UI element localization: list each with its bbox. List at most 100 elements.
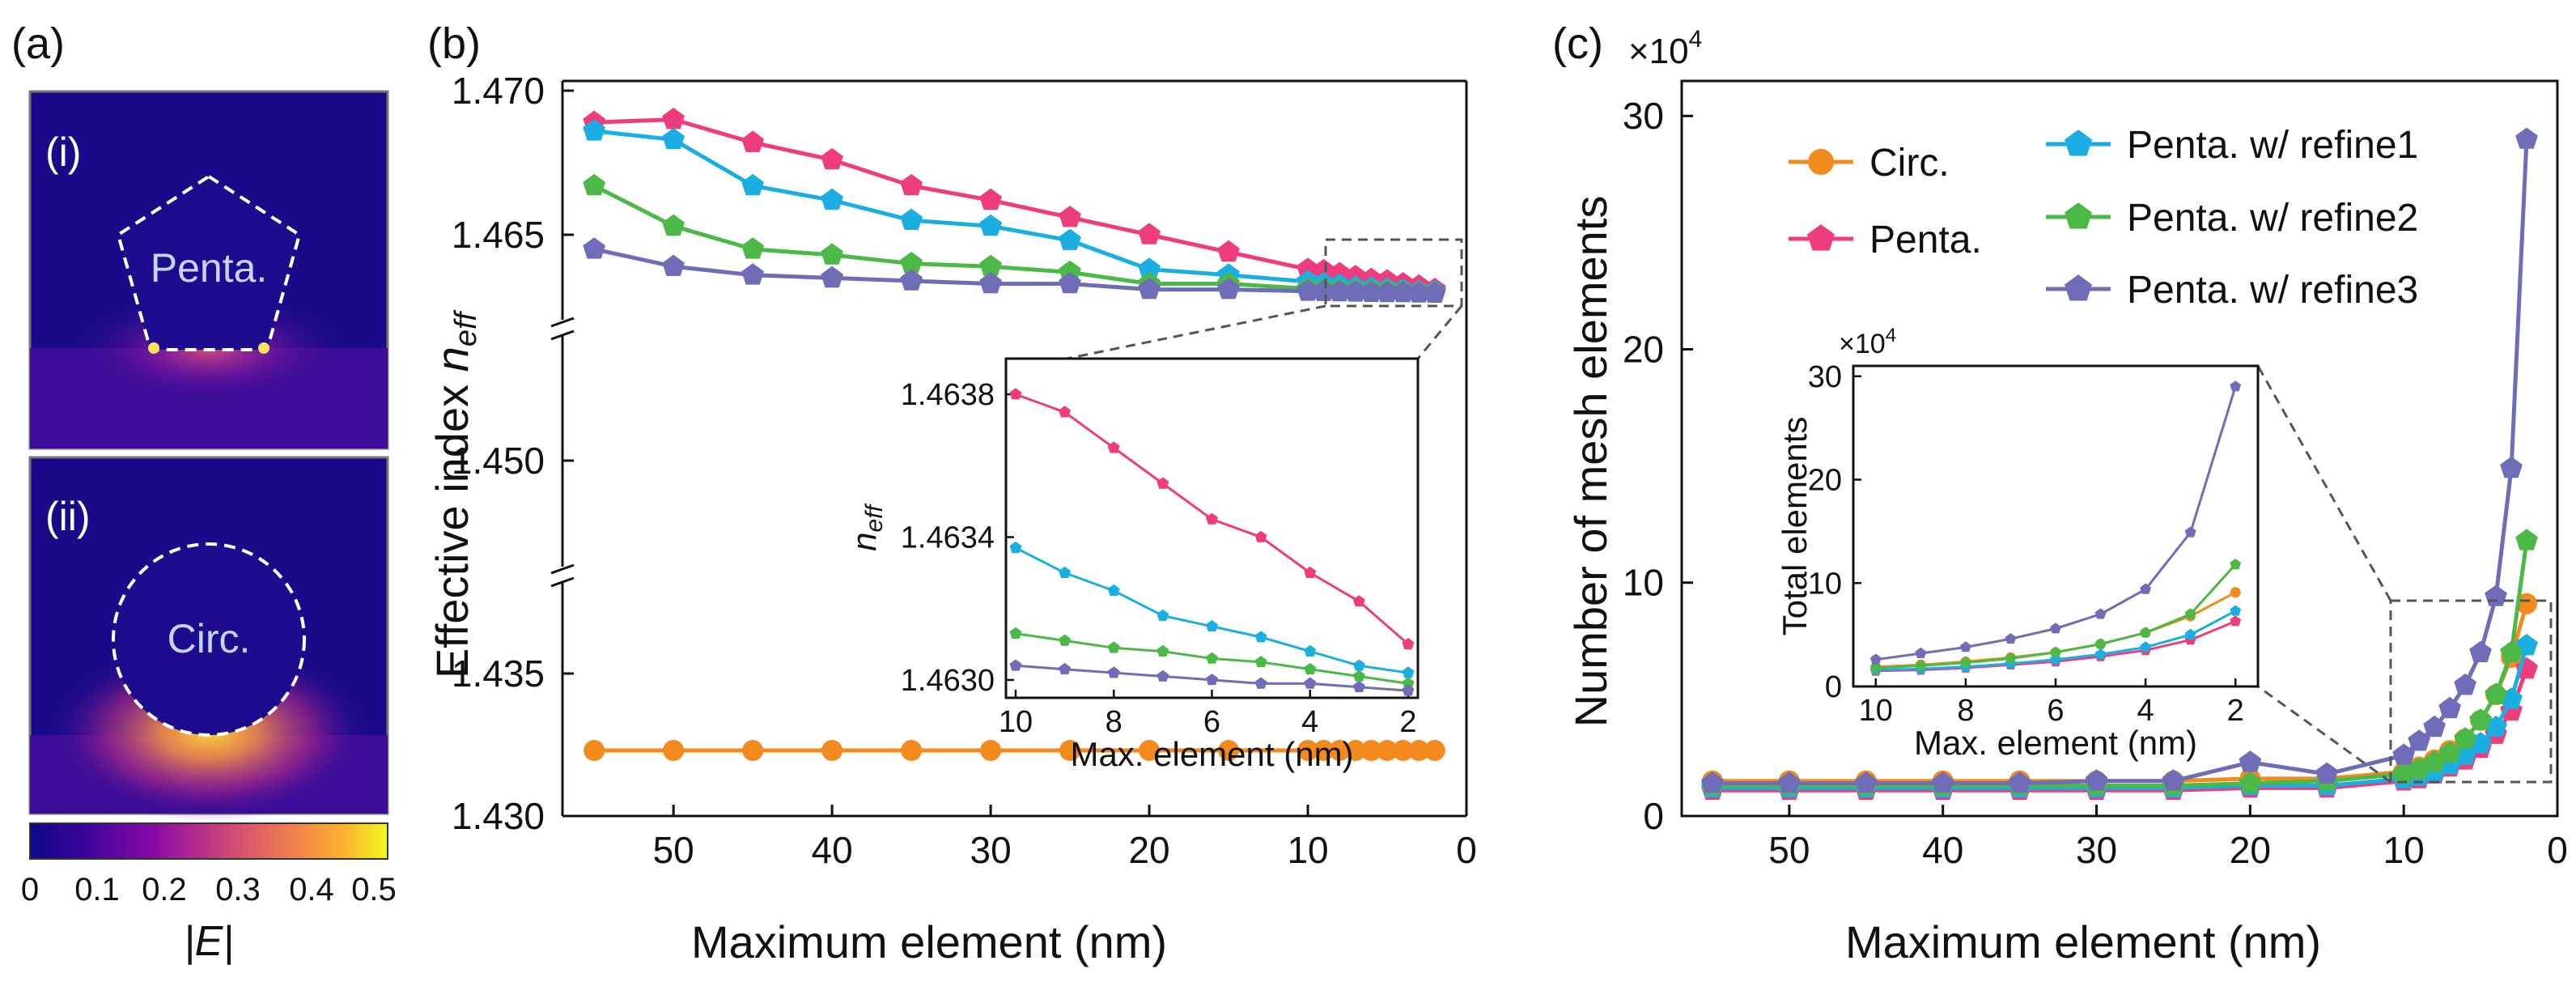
- inset-y-tick-label: 0: [1825, 670, 1842, 704]
- y-tick-label: 1.430: [452, 795, 545, 837]
- inset-data-point-refine2: [1009, 627, 1022, 639]
- panel-b-axes: 50 40 30 20 10 0 1.470 1.465 1.450 1.435 1.430: [452, 70, 1477, 871]
- data-point-refine3: [1138, 278, 1161, 300]
- inset-data-point-refine3: [2050, 623, 2061, 634]
- field-map-pentagon: Penta. (i): [28, 90, 389, 450]
- data-point-refine2: [979, 254, 1002, 276]
- inset-data-point-refine3: [1107, 666, 1120, 678]
- panel-a: (a) Penta. (i) Circ. (ii) 0 0.1 0.2: [11, 19, 397, 965]
- legend-label-refine3: Penta. w/ refine3: [2127, 269, 2418, 312]
- inset-data-point-refine2: [2050, 646, 2061, 657]
- inset-data-point-refine2: [1156, 644, 1169, 657]
- data-point-circ: [901, 740, 923, 762]
- data-point-refine3: [2239, 750, 2262, 772]
- data-point-refine3: [2438, 696, 2461, 719]
- data-point-refine2: [821, 243, 843, 265]
- y-tick-label: 1.450: [452, 440, 545, 482]
- inset-data-point-refine1: [2094, 648, 2107, 660]
- panel-c-xlabel: Maximum element (nm): [1845, 916, 2321, 967]
- ylabel-main: Effective index: [427, 372, 477, 678]
- inset-data-point-refine1: [2184, 628, 2196, 640]
- inset-data-point-penta: [2230, 615, 2242, 627]
- data-point-penta: [1296, 257, 1319, 279]
- x-tick-label: 40: [812, 829, 853, 871]
- x-tick-label: 30: [2076, 829, 2117, 871]
- inset-data-point-circ: [2230, 587, 2241, 598]
- data-point-refine2: [662, 214, 685, 236]
- inset-data-point-refine3: [2230, 380, 2242, 392]
- ylabel-subscript: eff: [449, 309, 483, 346]
- data-point-circ: [2516, 593, 2538, 614]
- y-tick-label: 1.470: [452, 70, 545, 112]
- data-point-refine3: [1931, 771, 1954, 793]
- data-point-refine1: [979, 214, 1002, 236]
- legend-marker-refine1: [2065, 130, 2092, 156]
- inset-xlabel: Max. element (nm): [1070, 735, 1353, 773]
- data-point-refine3: [2392, 743, 2415, 765]
- plot-frame: [1680, 79, 2559, 818]
- legend-label-penta: Penta.: [1869, 219, 1982, 261]
- data-point-circ: [1344, 740, 1366, 762]
- inset-x-tick-label: 2: [1399, 705, 1416, 739]
- legend-label-refine2: Penta. w/ refine2: [2127, 197, 2418, 240]
- penta-label: Penta.: [151, 245, 268, 291]
- inset-data-point-refine3: [1304, 677, 1317, 689]
- inset-x-tick-label: 4: [2137, 694, 2154, 728]
- inset-x-tick-label: 4: [1301, 705, 1318, 739]
- data-point-penta: [1059, 206, 1081, 227]
- inset-data-point-refine2: [1960, 657, 1971, 668]
- inset-data-point-refine3: [1009, 659, 1022, 671]
- data-point-circ: [1059, 740, 1081, 762]
- panel-c-legend: Circ. Penta. Penta. w/ refine1 Penta. w/ re…: [1789, 124, 2418, 312]
- data-point-refine2: [2438, 741, 2461, 763]
- hotspot: [258, 342, 269, 354]
- data-point-refine3: [1391, 281, 1415, 303]
- data-point-refine3: [1424, 281, 1446, 303]
- y-tick-label: 10: [1623, 562, 1664, 604]
- data-point-refine2: [2239, 771, 2262, 793]
- inset-x-tick-label: 10: [999, 705, 1033, 739]
- data-point-refine2: [2500, 640, 2523, 662]
- data-point-penta: [979, 188, 1002, 210]
- data-point-refine3: [2315, 762, 2339, 784]
- data-point-refine3: [1854, 771, 1878, 793]
- zoom-box: [2389, 599, 2553, 784]
- data-point-penta: [1312, 258, 1335, 281]
- field-map-circle: Circ. (ii): [28, 456, 389, 822]
- y-tick-label: 20: [1623, 328, 1664, 370]
- panel-c-zoom-indicator: [2256, 365, 2553, 784]
- data-point-refine3: [1217, 278, 1240, 300]
- data-point-refine2: [2454, 727, 2476, 749]
- data-point-circ: [1408, 740, 1430, 762]
- data-point-refine3: [2423, 715, 2446, 737]
- y-tick-label: 1.435: [452, 652, 545, 695]
- data-point-refine3: [2485, 584, 2507, 606]
- inset-xlabel: Max. element (nm): [1914, 724, 2197, 762]
- data-point-penta: [900, 173, 923, 196]
- inset-ylabel: Total elements: [1776, 417, 1814, 636]
- data-point-refine3: [1312, 279, 1335, 301]
- inset-x-tick-label: 8: [1957, 694, 1974, 728]
- data-point-refine1: [1138, 257, 1161, 279]
- data-point-refine3: [2454, 674, 2476, 695]
- y-tick-label: 0: [1643, 795, 1664, 837]
- inset-data-point-penta: [1009, 388, 1022, 400]
- inset-ylabel: neff: [845, 503, 888, 550]
- panel-c-ylabel: Number of mesh elements: [1565, 196, 1616, 728]
- y-tick-label: 1.465: [452, 214, 545, 256]
- data-point-circ: [1424, 740, 1445, 762]
- panel-b-inset: 10 8 6 4 2 1.4638 1.4634 1.4630 Max. element (nm…: [845, 357, 1420, 773]
- inset-data-point-refine3: [1352, 680, 1365, 693]
- data-point-refine3: [1296, 279, 1319, 301]
- data-point-circ: [1360, 740, 1382, 762]
- data-point-refine2: [741, 237, 764, 259]
- data-point-refine3: [1360, 280, 1383, 302]
- inset-data-point-refine1: [1254, 631, 1267, 643]
- data-point-circ: [742, 740, 764, 762]
- circle-outline: [112, 542, 306, 737]
- inset-data-point-refine2: [1915, 660, 1927, 671]
- data-point-refine2: [2423, 750, 2446, 772]
